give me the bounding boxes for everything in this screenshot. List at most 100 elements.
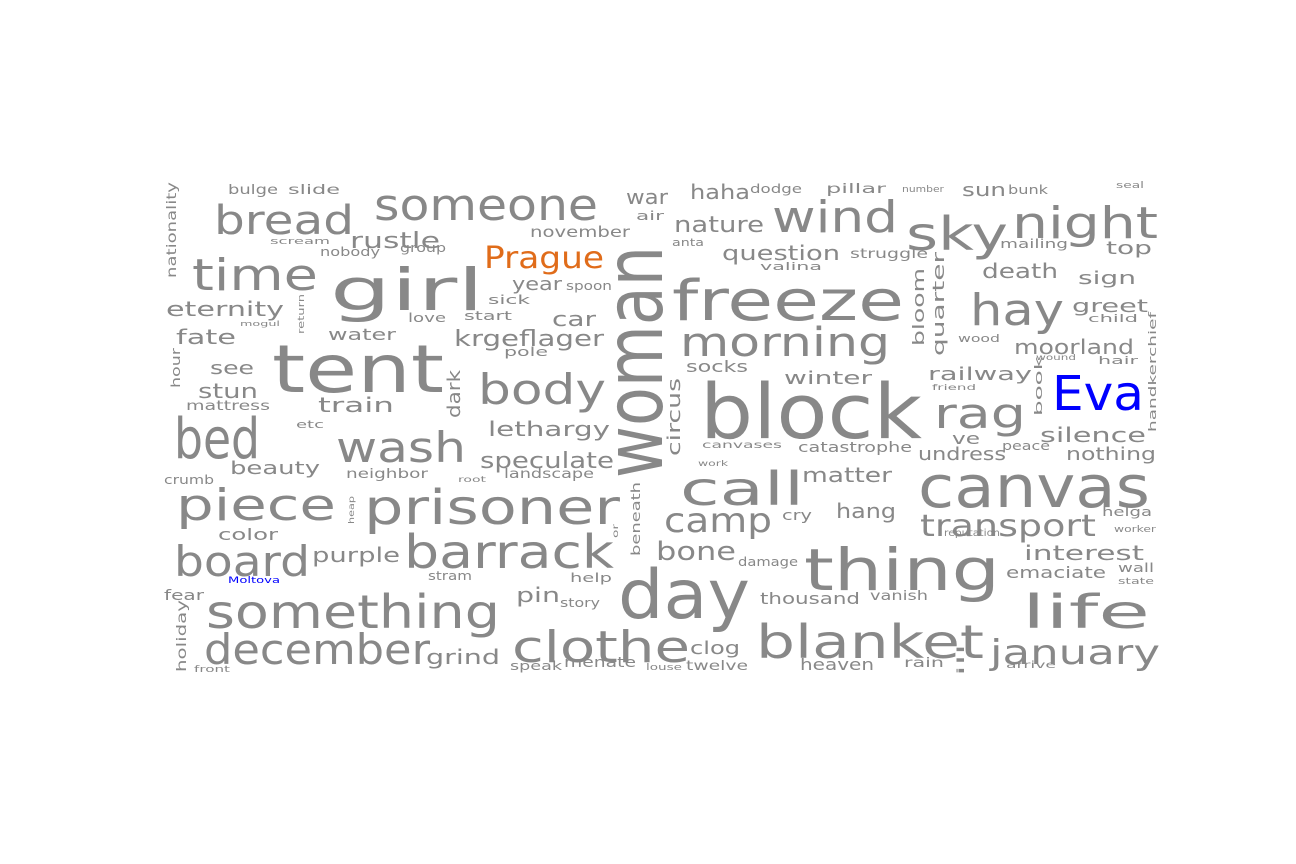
word-book: book bbox=[1032, 355, 1045, 416]
word-love: love bbox=[408, 311, 446, 325]
word-nobody: nobody bbox=[320, 245, 380, 259]
word-pillar: pillar bbox=[826, 182, 887, 197]
word-ill: ill bbox=[956, 644, 967, 676]
word-car: car bbox=[552, 307, 597, 331]
word-sky: sky bbox=[906, 207, 1008, 261]
word-camp: camp bbox=[664, 501, 772, 541]
word-prague: Prague bbox=[484, 241, 604, 276]
word-helga: helga bbox=[1102, 505, 1152, 519]
word-train: train bbox=[318, 393, 394, 417]
word-louse: louse bbox=[646, 663, 683, 673]
word-something: something bbox=[206, 585, 500, 639]
word-or: or bbox=[611, 523, 620, 538]
word-group: group bbox=[400, 241, 446, 255]
word-krgeflager: krgeflager bbox=[454, 327, 605, 352]
word-holiday: holiday bbox=[175, 600, 190, 672]
word-rag: rag bbox=[934, 389, 1026, 438]
word-hour: hour bbox=[169, 348, 183, 388]
word-ve: ve bbox=[952, 429, 980, 448]
word-air: air bbox=[636, 209, 664, 223]
word-fate: fate bbox=[176, 325, 236, 349]
word-bone: bone bbox=[656, 537, 736, 567]
word-matter: matter bbox=[802, 463, 893, 487]
word-time: time bbox=[192, 250, 318, 301]
word-state: state bbox=[1118, 577, 1155, 587]
word-fear: fear bbox=[164, 588, 204, 604]
word-transport: transport bbox=[920, 509, 1096, 544]
word-sick: sick bbox=[488, 293, 530, 307]
word-seal: seal bbox=[1116, 181, 1144, 191]
word-front: front bbox=[194, 665, 231, 675]
word-number: number bbox=[902, 185, 944, 195]
word-worker: worker bbox=[1114, 525, 1156, 535]
word-day: day bbox=[618, 556, 750, 635]
word-hair: hair bbox=[1098, 354, 1139, 367]
word-sign: sign bbox=[1078, 268, 1136, 289]
word-greet: greet bbox=[1072, 296, 1148, 317]
word-year: year bbox=[512, 274, 563, 295]
word-handkerchief: handkerchief bbox=[1146, 310, 1159, 432]
word-board: board bbox=[174, 537, 310, 586]
word-december: december bbox=[204, 625, 431, 674]
word-peace: peace bbox=[1002, 439, 1050, 453]
word-reputation: reputation bbox=[944, 528, 1000, 539]
word-work: work bbox=[698, 459, 729, 468]
word-girl: girl bbox=[330, 256, 484, 324]
word-help: help bbox=[570, 571, 612, 585]
word-sun: sun bbox=[962, 180, 1006, 201]
word-woman: woman bbox=[588, 246, 681, 478]
word-beauty: beauty bbox=[230, 458, 320, 479]
word-bunk: bunk bbox=[1008, 183, 1048, 197]
word-emaciate: emaciate bbox=[1006, 563, 1106, 582]
word-clothe: clothe bbox=[512, 622, 690, 673]
word-railway: railway bbox=[928, 364, 1033, 385]
word-rustle: rustle bbox=[350, 229, 440, 254]
word-arrive: arrive bbox=[1006, 660, 1056, 671]
word-nationality: nationality bbox=[165, 182, 180, 278]
word-eternity: eternity bbox=[166, 297, 284, 321]
word-bloom: bloom bbox=[909, 268, 928, 346]
word-stun: stun bbox=[198, 379, 258, 403]
word-freeze: freeze bbox=[672, 269, 904, 334]
word-catastrophe: catastrophe bbox=[798, 440, 912, 456]
word-wound: wound bbox=[1036, 353, 1076, 362]
word-heaven: heaven bbox=[800, 655, 874, 674]
word-night: night bbox=[1012, 198, 1158, 249]
word-thousand: thousand bbox=[760, 589, 860, 608]
word-damage: damage bbox=[738, 555, 798, 569]
word-quarter: quarter bbox=[929, 251, 948, 356]
word-neighbor: neighbor bbox=[346, 467, 429, 482]
word-rain: rain bbox=[904, 656, 944, 671]
word-socks: socks bbox=[686, 357, 748, 376]
word-wash: wash bbox=[336, 423, 466, 472]
word-nature: nature bbox=[674, 213, 764, 238]
word-hang: hang bbox=[836, 499, 896, 523]
word-anta: anta bbox=[672, 236, 704, 249]
word-menate: menate bbox=[564, 655, 636, 671]
word-grind: grind bbox=[426, 645, 500, 669]
word-speculate: speculate bbox=[480, 449, 614, 474]
word-root: root bbox=[458, 475, 486, 484]
word-story: story bbox=[560, 596, 600, 610]
word-eva: Eva bbox=[1052, 366, 1144, 422]
word-silence: silence bbox=[1040, 423, 1146, 447]
word-child: child bbox=[1088, 312, 1138, 325]
word-dodge: dodge bbox=[750, 182, 802, 196]
word-hay: hay bbox=[970, 285, 1064, 336]
word-circus: circus bbox=[664, 378, 685, 456]
word-morning: morning bbox=[680, 320, 890, 366]
word-top: top bbox=[1106, 238, 1152, 259]
word-crumb: crumb bbox=[164, 473, 214, 487]
word-wind: wind bbox=[772, 192, 898, 243]
word-struggle: struggle bbox=[850, 247, 928, 262]
word-tent: tent bbox=[272, 331, 444, 408]
word-nothing: nothing bbox=[1066, 444, 1156, 465]
word-bed: bed bbox=[174, 407, 260, 472]
word-beneath: beneath bbox=[629, 482, 643, 556]
word-body: body bbox=[478, 365, 606, 414]
word-lethargy: lethargy bbox=[488, 417, 610, 441]
word-block: block bbox=[700, 367, 922, 456]
word-mailing: mailing bbox=[1000, 237, 1068, 251]
word-barrack: barrack bbox=[404, 525, 614, 579]
word-call: call bbox=[680, 462, 804, 516]
